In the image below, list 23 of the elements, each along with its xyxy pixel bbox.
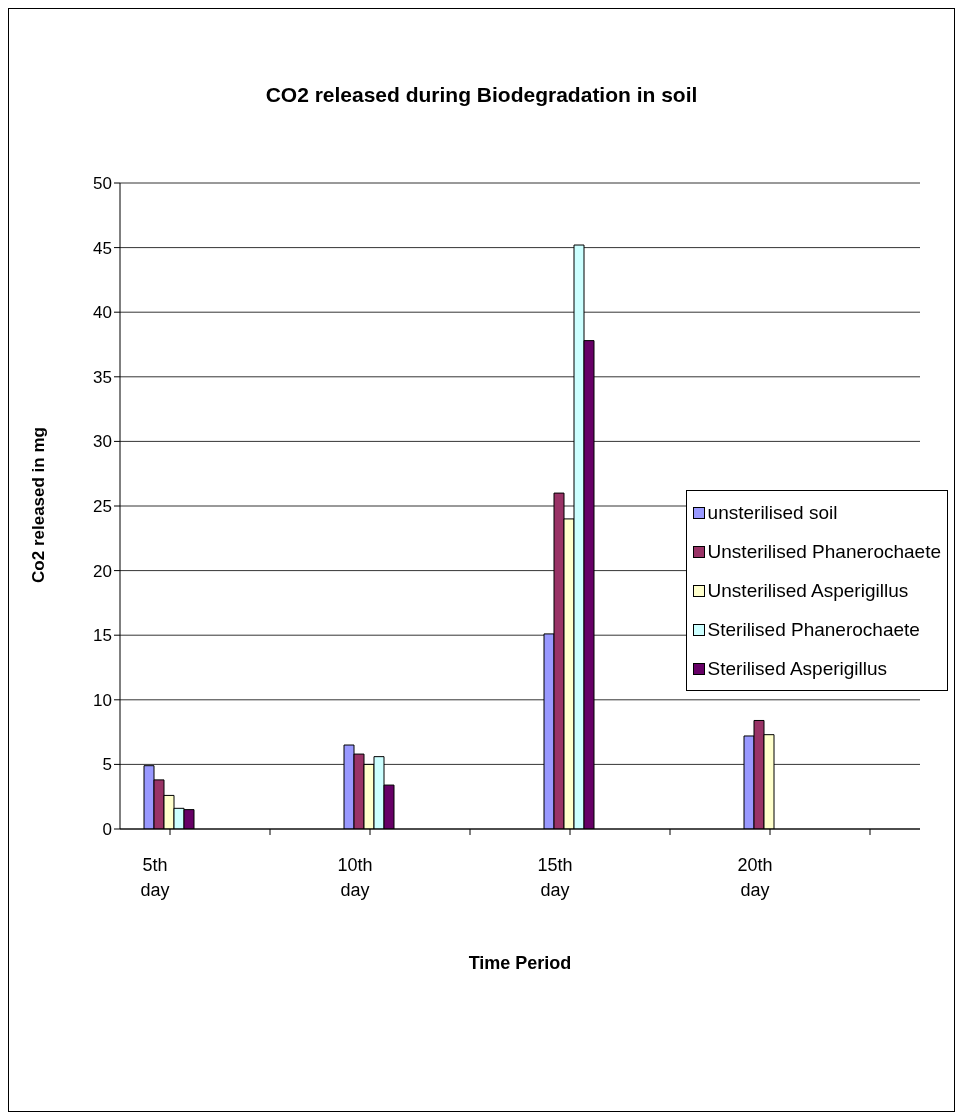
y-tick-label: 25 <box>93 497 112 517</box>
legend-label: Sterilised Phanerochaete <box>707 618 920 641</box>
y-tick-label: 20 <box>93 561 112 581</box>
y-tick-label: 45 <box>93 238 112 258</box>
x-tick-label: 10th day <box>337 855 373 900</box>
x-tick-label: 5th day <box>140 855 170 900</box>
legend-label: Unsterilised Phanerochaete <box>707 540 941 563</box>
y-tick-label: 40 <box>93 303 112 323</box>
legend-label: unsterilised soil <box>707 501 838 524</box>
y-tick-label: 10 <box>93 690 112 710</box>
x-tick-label: 20th day <box>737 855 773 900</box>
y-tick-label: 5 <box>102 755 112 775</box>
legend-label: Sterilised Asperigillus <box>707 657 888 680</box>
chart-title: CO2 released during Biodegradation in soil <box>264 83 699 107</box>
y-tick-label: 30 <box>93 432 112 452</box>
y-tick-label: 0 <box>102 820 112 840</box>
y-tick-label: 50 <box>93 174 112 194</box>
y-tick-label: 15 <box>93 626 112 646</box>
y-tick-label: 35 <box>93 367 112 387</box>
x-axis-title: Time Period <box>467 953 573 974</box>
x-tick-label: 15th day <box>537 855 573 900</box>
legend-label: Unsterilised Asperigillus <box>707 579 909 602</box>
y-axis-title: Co2 released in mg <box>29 427 49 583</box>
